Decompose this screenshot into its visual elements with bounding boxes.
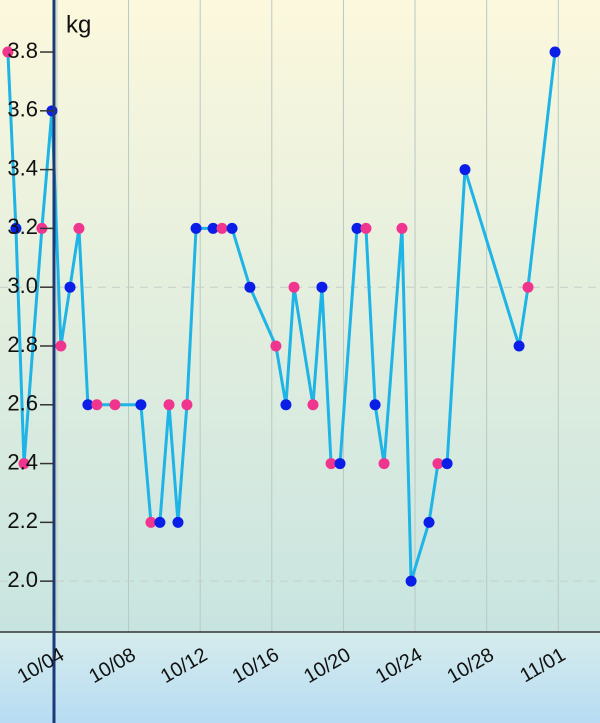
data-point	[190, 222, 202, 234]
y-tick-label: 2.4	[7, 449, 38, 474]
data-point	[91, 399, 103, 411]
data-line	[6, 51, 557, 583]
y-tick-label: 3.6	[7, 97, 38, 122]
data-point	[378, 458, 390, 470]
data-point	[325, 458, 337, 470]
data-point	[82, 399, 94, 411]
data-point	[207, 222, 219, 234]
data-point	[288, 281, 300, 293]
data-point	[10, 222, 22, 234]
data-point	[522, 281, 534, 293]
data-point	[154, 516, 166, 528]
data-point	[334, 458, 346, 470]
data-point	[216, 222, 228, 234]
data-point	[423, 516, 435, 528]
y-tick-label: 2.2	[7, 508, 38, 533]
data-point	[549, 46, 561, 58]
data-point	[405, 575, 417, 587]
data-point	[172, 516, 184, 528]
data-point	[369, 399, 381, 411]
y-tick-label: 2.0	[7, 567, 38, 592]
data-point	[55, 340, 67, 352]
y-tick-label: 3.4	[7, 155, 38, 180]
data-point	[360, 222, 372, 234]
data-point	[270, 340, 282, 352]
data-point	[441, 458, 453, 470]
data-point	[396, 222, 408, 234]
data-point	[513, 340, 525, 352]
data-point	[181, 399, 193, 411]
y-tick-label: 3.8	[7, 38, 38, 63]
data-point	[432, 458, 444, 470]
data-point	[64, 281, 76, 293]
data-point	[316, 281, 328, 293]
data-point	[2, 46, 14, 58]
data-point	[244, 281, 256, 293]
y-tick-label: 3.0	[7, 273, 38, 298]
data-point	[351, 222, 363, 234]
y-tick-label: 2.8	[7, 332, 38, 357]
data-point	[18, 458, 30, 470]
data-point	[226, 222, 238, 234]
data-point	[109, 399, 121, 411]
data-point	[145, 516, 157, 528]
y-tick-label: 2.6	[7, 391, 38, 416]
data-point	[307, 399, 319, 411]
data-point	[280, 399, 292, 411]
data-point	[163, 399, 175, 411]
data-point	[73, 222, 85, 234]
y-tick-label: 3.2	[7, 214, 38, 239]
axis-background	[0, 632, 600, 723]
data-point	[459, 164, 471, 176]
data-point	[135, 399, 147, 411]
y-axis-label: kg	[66, 11, 91, 38]
